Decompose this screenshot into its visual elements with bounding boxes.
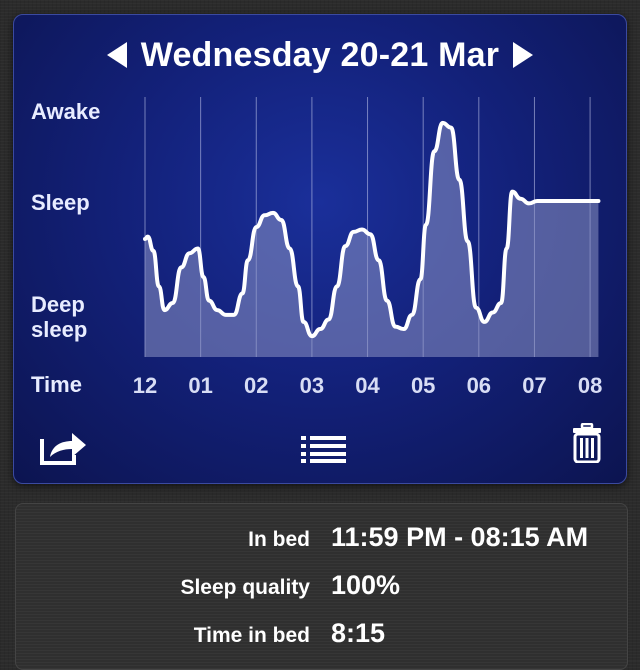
x-tick-label: 03 [300,373,324,398]
next-day-icon[interactable] [513,42,534,68]
y-label-sleep: Sleep [31,190,90,215]
date-header: Wednesday 20-21 Mar [14,33,626,77]
x-tick-label: 05 [411,373,435,398]
time-in-bed-value: 8:15 [331,618,386,648]
y-label-deep: Deep [31,292,85,317]
sleep-quality-label: Sleep quality [180,576,310,599]
x-axis-title: Time [31,372,82,397]
x-tick-label: 02 [244,373,268,398]
in-bed-value: 11:59 PM - 08:15 AM [331,522,589,552]
previous-day-icon[interactable] [106,42,127,68]
sleep-quality-value: 100% [331,570,401,600]
x-axis-ticks: 12 01 02 03 04 05 06 07 08 [133,373,603,398]
x-tick-label: 12 [133,373,157,398]
x-tick-label: 06 [467,373,491,398]
time-in-bed-label: Time in bed [193,624,310,647]
x-tick-label: 07 [522,373,546,398]
x-tick-label: 04 [355,373,380,398]
date-title: Wednesday 20-21 Mar [140,35,500,74]
x-tick-label: 01 [188,373,212,398]
trash-icon[interactable] [572,423,602,463]
sleep-summary-panel: In bed 11:59 PM - 08:15 AM Sleep quality… [15,503,628,670]
in-bed-label: In bed [248,528,310,551]
list-icon[interactable] [301,435,347,463]
share-icon[interactable] [40,429,88,465]
y-label-sleep-2: sleep [31,317,88,342]
x-tick-label: 08 [578,373,602,398]
in-bed-row: In bed 11:59 PM - 08:15 AM [16,522,627,558]
sleep-quality-row: Sleep quality 100% [16,570,627,606]
sleep-graph-card: Wednesday 20-21 Mar Awake Sleep Deep sle… [13,14,627,484]
y-label-awake: Awake [31,99,101,124]
time-in-bed-row: Time in bed 8:15 [16,618,627,654]
sleep-cycle-chart: 12 01 02 03 04 05 06 07 08 [133,97,603,398]
sleep-curve-line [143,120,601,339]
